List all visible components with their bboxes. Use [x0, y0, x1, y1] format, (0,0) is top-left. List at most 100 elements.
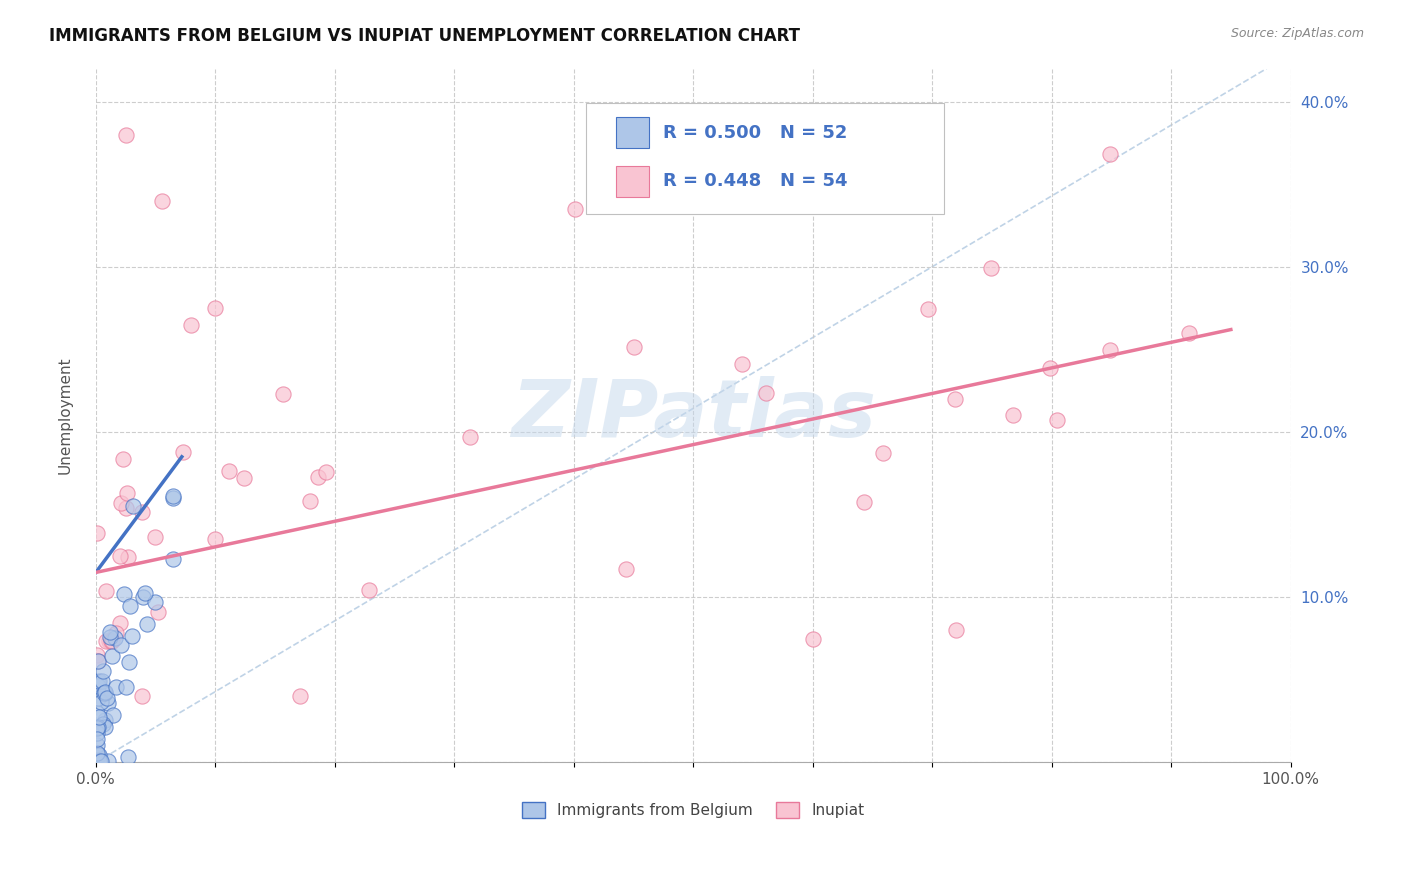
Text: R = 0.448   N = 54: R = 0.448 N = 54: [664, 172, 848, 190]
Point: [86, 748, 108, 763]
Point: [299, 493, 322, 508]
FancyBboxPatch shape: [616, 166, 650, 197]
Point: [89, 748, 111, 763]
Point: [89, 754, 111, 768]
FancyBboxPatch shape: [616, 117, 650, 148]
Text: R = 0.500   N = 52: R = 0.500 N = 52: [664, 124, 848, 142]
Point: [136, 617, 159, 632]
Legend: Immigrants from Belgium, Inupiat: Immigrants from Belgium, Inupiat: [516, 796, 870, 824]
Point: [86, 675, 108, 690]
Point: [564, 202, 586, 216]
Point: [120, 599, 142, 614]
Point: [86, 721, 108, 735]
Point: [86, 739, 108, 753]
Point: [98, 625, 121, 640]
Point: [730, 357, 752, 371]
Point: [162, 551, 184, 566]
Point: [86, 706, 108, 720]
Point: [1001, 408, 1024, 422]
Point: [115, 680, 138, 694]
Point: [108, 615, 131, 630]
Point: [150, 194, 173, 208]
Point: [359, 582, 381, 597]
Point: [148, 605, 170, 619]
Point: [89, 710, 111, 724]
Point: [115, 500, 138, 515]
Point: [204, 533, 226, 547]
Point: [86, 754, 108, 768]
Point: [93, 686, 115, 700]
Point: [614, 561, 637, 575]
Point: [110, 549, 132, 564]
Point: [91, 717, 114, 731]
Text: ZIPatlas: ZIPatlas: [510, 376, 876, 455]
Point: [86, 654, 108, 668]
Point: [145, 531, 167, 545]
Point: [111, 451, 134, 466]
Point: [87, 754, 110, 768]
Point: [131, 505, 153, 519]
Point: [121, 629, 143, 643]
Point: [1046, 413, 1069, 427]
Point: [114, 128, 136, 142]
Point: [97, 754, 120, 768]
Point: [121, 500, 143, 514]
Point: [96, 584, 118, 599]
Point: [118, 655, 141, 669]
Point: [315, 466, 337, 480]
Point: [233, 471, 256, 485]
Point: [162, 491, 184, 505]
FancyBboxPatch shape: [586, 103, 943, 214]
Point: [86, 731, 108, 746]
Point: [458, 430, 481, 444]
Point: [980, 261, 1002, 276]
Point: [204, 301, 226, 315]
Point: [172, 445, 194, 459]
Y-axis label: Unemployment: Unemployment: [58, 357, 72, 475]
Point: [1099, 343, 1122, 358]
Point: [162, 489, 184, 503]
Point: [853, 495, 876, 509]
Point: [105, 680, 128, 694]
Point: [104, 625, 127, 640]
Point: [86, 654, 108, 668]
Point: [94, 720, 117, 734]
Point: [112, 587, 135, 601]
Point: [288, 690, 311, 704]
Point: [90, 754, 112, 768]
Point: [1099, 147, 1122, 161]
Point: [97, 696, 120, 710]
Point: [1177, 326, 1199, 340]
Point: [93, 686, 115, 700]
Point: [1038, 361, 1060, 376]
Point: [94, 634, 117, 648]
Point: [87, 720, 110, 734]
Point: [271, 386, 294, 401]
Point: [86, 648, 108, 663]
Point: [87, 673, 110, 688]
Point: [143, 595, 166, 609]
Point: [87, 691, 110, 706]
Point: [93, 713, 115, 727]
Point: [98, 634, 121, 648]
Point: [117, 549, 139, 564]
Point: [117, 750, 139, 764]
Point: [110, 496, 132, 510]
Text: IMMIGRANTS FROM BELGIUM VS INUPIAT UNEMPLOYMENT CORRELATION CHART: IMMIGRANTS FROM BELGIUM VS INUPIAT UNEMP…: [49, 27, 800, 45]
Point: [93, 685, 115, 699]
Point: [110, 639, 132, 653]
Point: [86, 726, 108, 740]
Point: [134, 586, 156, 600]
Point: [104, 631, 127, 645]
Point: [755, 386, 778, 401]
Point: [117, 486, 139, 500]
Point: [100, 649, 122, 664]
Text: Source: ZipAtlas.com: Source: ZipAtlas.com: [1230, 27, 1364, 40]
Point: [101, 707, 124, 722]
Point: [218, 464, 240, 478]
Point: [101, 634, 124, 648]
Point: [100, 633, 122, 648]
Point: [623, 340, 645, 354]
Point: [91, 664, 114, 678]
Point: [132, 590, 155, 604]
